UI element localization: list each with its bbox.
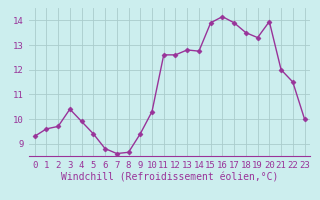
X-axis label: Windchill (Refroidissement éolien,°C): Windchill (Refroidissement éolien,°C) bbox=[61, 173, 278, 183]
